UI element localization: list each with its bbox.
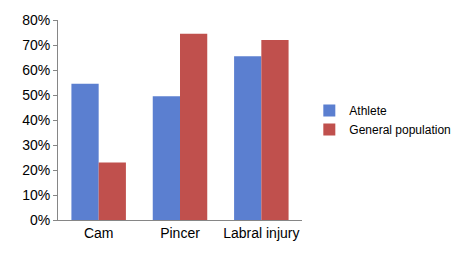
- svg-text:Athlete: Athlete: [349, 104, 387, 118]
- svg-text:80%: 80%: [22, 12, 50, 28]
- svg-text:20%: 20%: [22, 162, 50, 178]
- svg-text:General population: General population: [349, 123, 450, 137]
- svg-text:Labral injury: Labral injury: [223, 225, 299, 241]
- svg-text:Cam: Cam: [84, 225, 114, 241]
- svg-text:60%: 60%: [22, 62, 50, 78]
- svg-text:50%: 50%: [22, 87, 50, 103]
- svg-text:Pincer: Pincer: [160, 225, 200, 241]
- svg-text:30%: 30%: [22, 137, 50, 153]
- svg-text:0%: 0%: [30, 212, 50, 228]
- svg-text:70%: 70%: [22, 37, 50, 53]
- svg-text:40%: 40%: [22, 112, 50, 128]
- svg-text:10%: 10%: [22, 187, 50, 203]
